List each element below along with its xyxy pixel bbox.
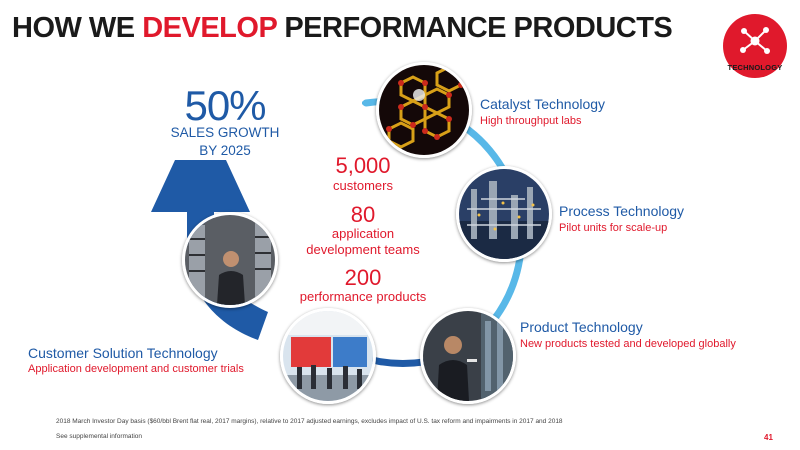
footnote-basis: 2018 March Investor Day basis ($60/bbl B… <box>56 418 563 425</box>
growth-label-line1: SALES GROWTH <box>170 125 280 140</box>
page-number: 41 <box>764 433 773 442</box>
stat-products-label: performance products <box>299 289 427 304</box>
stat-teams-label-line2: development teams <box>306 242 420 257</box>
process-technology-title: Process Technology <box>559 203 685 219</box>
title-suffix: PERFORMANCE PRODUCTS <box>276 12 673 44</box>
product-technology-subtitle: New products tested and developed global… <box>520 338 736 350</box>
customer-solution-subtitle: Application development and customer tri… <box>28 363 244 375</box>
network-nodes-icon <box>740 27 770 54</box>
technology-badge <box>723 14 787 78</box>
title-prefix: HOW WE <box>12 12 143 44</box>
catalyst-photo <box>376 62 472 158</box>
title-accent: DEVELOP <box>142 12 277 44</box>
customer-booth-photo <box>280 308 376 404</box>
customer-lab-photo <box>182 212 278 308</box>
stat-products-value: 200 <box>344 265 382 290</box>
page-title: HOW WE DEVELOP PERFORMANCE PRODUCTS <box>12 12 673 45</box>
stat-teams-label-line1: application <box>331 226 395 241</box>
footnote-supplemental: See supplemental information <box>56 433 142 440</box>
catalyst-technology-subtitle: High throughput labs <box>480 115 582 127</box>
stat-customers-value: 5,000 <box>335 153 391 178</box>
stat-teams-value: 80 <box>350 202 376 227</box>
growth-label-line2: BY 2025 <box>199 143 251 158</box>
product-photo <box>420 308 516 404</box>
stat-customers-label: customers <box>333 178 393 193</box>
process-photo <box>456 166 552 262</box>
process-technology-subtitle: Pilot units for scale-up <box>559 222 668 234</box>
growth-percentage: 50% <box>184 82 266 129</box>
technology-label: TECHNOLOGY <box>727 63 783 72</box>
product-technology-title: Product Technology <box>520 319 643 335</box>
catalyst-technology-title: Catalyst Technology <box>480 96 606 112</box>
customer-solution-title: Customer Solution Technology <box>28 345 218 361</box>
